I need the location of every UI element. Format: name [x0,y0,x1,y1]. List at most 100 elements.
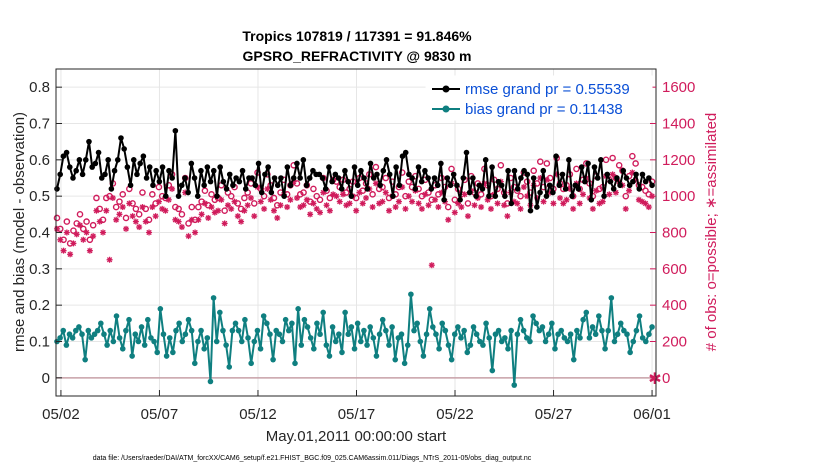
bias-point [467,342,474,348]
bias-point [433,331,439,338]
assimilated-point [284,204,291,211]
bias-point [207,378,214,385]
rmse-point [249,175,255,181]
rmse-point [319,175,326,181]
bias-point [567,331,574,338]
assimilated-point [369,204,376,211]
assimilated-point [501,202,508,209]
bias-point [238,338,245,345]
assimilated-point [560,200,567,207]
asterisk-stroke [166,197,172,203]
assimilated-point [642,200,649,207]
assimilated-point [175,218,182,225]
possible-point [448,165,455,173]
rmse-point [482,157,489,163]
assimilated-point [208,204,215,211]
bias-point [182,331,189,338]
bias-point [351,345,358,352]
assimilated-point [231,198,238,205]
rmse-point [434,182,441,189]
bias-point [285,327,292,334]
asterisk-stroke [517,206,524,212]
bias-point [404,342,411,348]
possible-point [425,189,432,196]
asterisk-stroke [185,233,192,239]
assimilated-point [402,205,409,212]
rmse-point [204,164,211,170]
bias-point [264,320,270,327]
bias-point [642,338,649,345]
asterisk-stroke [593,188,599,194]
rmse-point [466,189,473,196]
assimilated-point [340,191,347,198]
assimilated-point [162,207,169,214]
possible-point [63,218,71,225]
rmse-point [258,189,265,196]
asterisk-stroke [139,204,146,210]
assimilated-point [132,218,139,225]
rmse-point [601,193,607,199]
rmse-point [607,178,614,185]
bias-point [123,327,129,334]
bias-point [401,360,408,367]
possible-point [79,225,87,233]
asterisk-stroke [60,248,67,254]
possible-point [293,180,301,187]
bias-point [636,313,643,319]
bias-point [336,331,342,338]
asterisk-stroke [241,208,248,214]
bias-point [624,331,630,338]
bias-point [577,335,583,341]
asterisk-stroke [636,197,642,203]
rmse-point [281,193,287,199]
asterisk-stroke [504,213,511,219]
bias-point [630,338,637,345]
asterisk-stroke [465,213,471,219]
bias-point [627,349,633,356]
rmse-point [511,167,518,174]
bias-point [314,320,320,327]
rmse-point [66,164,73,170]
bias-point [561,335,568,341]
asterisk-stroke [609,171,616,178]
asterisk-stroke [231,198,238,205]
bias-point [448,356,455,363]
asterisk-stroke [133,218,139,225]
asterisk-stroke [415,200,422,207]
possible-point [178,211,186,218]
assimilated-point [645,204,652,211]
assimilated-point [106,256,113,263]
rmse-point [431,175,438,181]
rmse-point [361,175,367,181]
asterisk-stroke [570,206,576,212]
rmse-point [553,153,559,159]
bias-point [157,306,164,312]
bias-point [480,342,486,348]
assimilated-point [563,196,570,203]
bias-point [549,320,555,327]
bias-point [138,324,145,330]
asterisk-stroke [521,184,527,190]
assimilated-point [540,198,547,205]
asterisk-stroke [67,251,73,257]
bias-point [104,342,110,348]
assimilated-point [116,211,123,218]
asterisk-stroke [330,191,336,198]
rmse-point [537,189,543,196]
bias-point [69,335,76,341]
bias-point [580,316,586,323]
assimilated-point [241,207,248,214]
assimilated-point [119,204,126,211]
rmse-point [409,175,415,181]
x-tick-label: 05/02 [42,406,80,423]
asterisk-stroke [600,198,606,205]
rmse-point [614,175,620,181]
assimilated-point [155,198,162,205]
right-axis: 0 200 400 600 800 1000 1200 1400 1600 [650,79,695,387]
possible-point [135,211,143,218]
right-tick-label: 800 [662,225,687,242]
rmse-point [460,175,467,181]
bias-point [267,331,273,338]
rmse-point [412,186,419,192]
possible-point [645,191,653,198]
